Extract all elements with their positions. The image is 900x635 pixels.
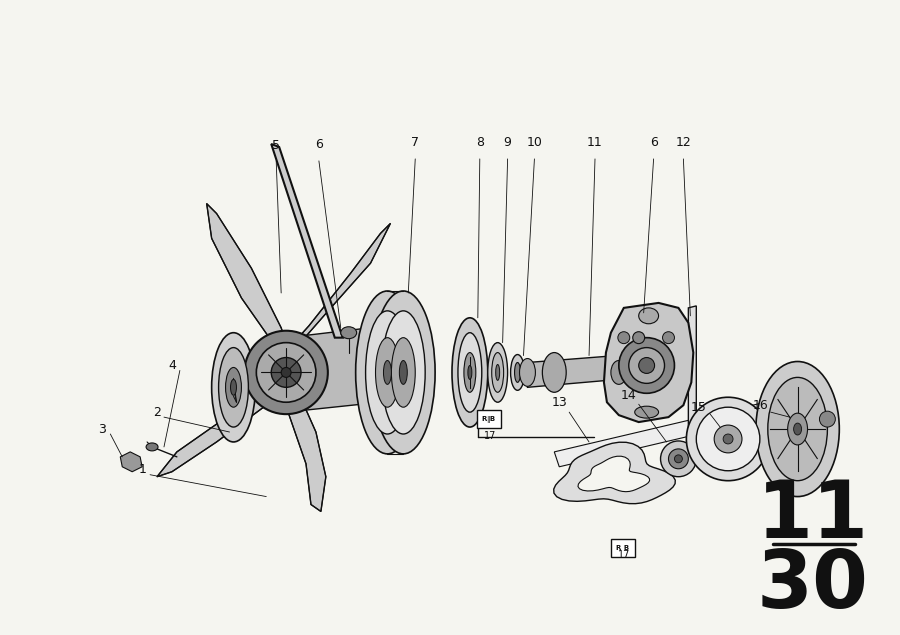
Ellipse shape [669,449,689,469]
Text: 13: 13 [552,396,567,409]
Polygon shape [157,382,279,477]
Ellipse shape [629,347,664,384]
Text: 17: 17 [617,550,630,560]
Text: 12: 12 [676,135,691,149]
Ellipse shape [341,327,356,338]
Ellipse shape [633,331,644,344]
Ellipse shape [372,291,435,454]
Ellipse shape [619,338,674,393]
Bar [611,539,634,557]
Ellipse shape [697,407,760,471]
Ellipse shape [464,352,476,392]
Text: ||: || [486,416,491,423]
Text: 8: 8 [476,135,484,149]
Ellipse shape [375,338,400,407]
Ellipse shape [226,368,241,407]
Text: R B: R B [482,416,495,422]
Polygon shape [554,392,813,467]
Text: 4: 4 [168,359,176,372]
Ellipse shape [400,361,408,384]
Text: 15: 15 [690,401,707,413]
Ellipse shape [245,331,328,414]
Text: 2: 2 [153,406,161,418]
Polygon shape [688,306,697,449]
Text: 10: 10 [526,135,543,149]
Text: 5: 5 [272,140,280,152]
Ellipse shape [820,411,835,427]
Ellipse shape [723,434,733,444]
Ellipse shape [639,358,654,373]
Text: 6: 6 [650,135,658,149]
Ellipse shape [219,347,248,427]
Bar [477,410,500,428]
Text: 6: 6 [315,138,323,150]
Polygon shape [291,224,391,347]
Ellipse shape [662,331,674,344]
Ellipse shape [768,377,827,481]
Ellipse shape [496,364,500,380]
Polygon shape [271,144,343,338]
Ellipse shape [617,331,630,344]
Ellipse shape [611,361,626,384]
Polygon shape [554,442,675,504]
Polygon shape [578,456,650,491]
Polygon shape [526,356,619,387]
Text: 14: 14 [621,389,636,402]
Text: R B: R B [616,545,629,551]
Ellipse shape [383,361,392,384]
Ellipse shape [788,413,807,445]
Text: 30: 30 [757,547,868,625]
Ellipse shape [392,338,415,407]
Ellipse shape [661,441,697,477]
Ellipse shape [458,333,482,412]
Ellipse shape [794,423,802,435]
Ellipse shape [715,425,742,453]
Ellipse shape [543,352,566,392]
Polygon shape [287,387,326,511]
Polygon shape [279,328,381,412]
Ellipse shape [756,361,840,497]
Text: 11: 11 [757,478,868,556]
Ellipse shape [281,368,291,377]
Ellipse shape [639,308,659,324]
Ellipse shape [212,333,256,442]
Ellipse shape [519,359,536,386]
Text: 16: 16 [753,399,769,411]
Text: 3: 3 [98,422,106,436]
Text: 9: 9 [504,135,511,149]
Ellipse shape [356,291,419,454]
Polygon shape [121,452,142,472]
Ellipse shape [468,366,472,379]
Ellipse shape [256,343,316,402]
Ellipse shape [634,406,659,418]
Ellipse shape [271,358,301,387]
Text: 1: 1 [139,464,146,476]
Ellipse shape [146,443,158,451]
Text: 7: 7 [411,135,419,149]
Text: 11: 11 [587,135,603,149]
Ellipse shape [488,343,508,402]
Ellipse shape [491,352,504,392]
Ellipse shape [510,354,525,391]
Ellipse shape [230,379,237,395]
Ellipse shape [515,363,520,382]
Bar [634,340,652,345]
Polygon shape [604,303,693,422]
Ellipse shape [382,311,425,434]
Ellipse shape [674,455,682,463]
Polygon shape [207,204,286,347]
Ellipse shape [452,318,488,427]
Ellipse shape [365,311,410,434]
Ellipse shape [687,398,770,481]
Text: 17: 17 [483,431,496,441]
